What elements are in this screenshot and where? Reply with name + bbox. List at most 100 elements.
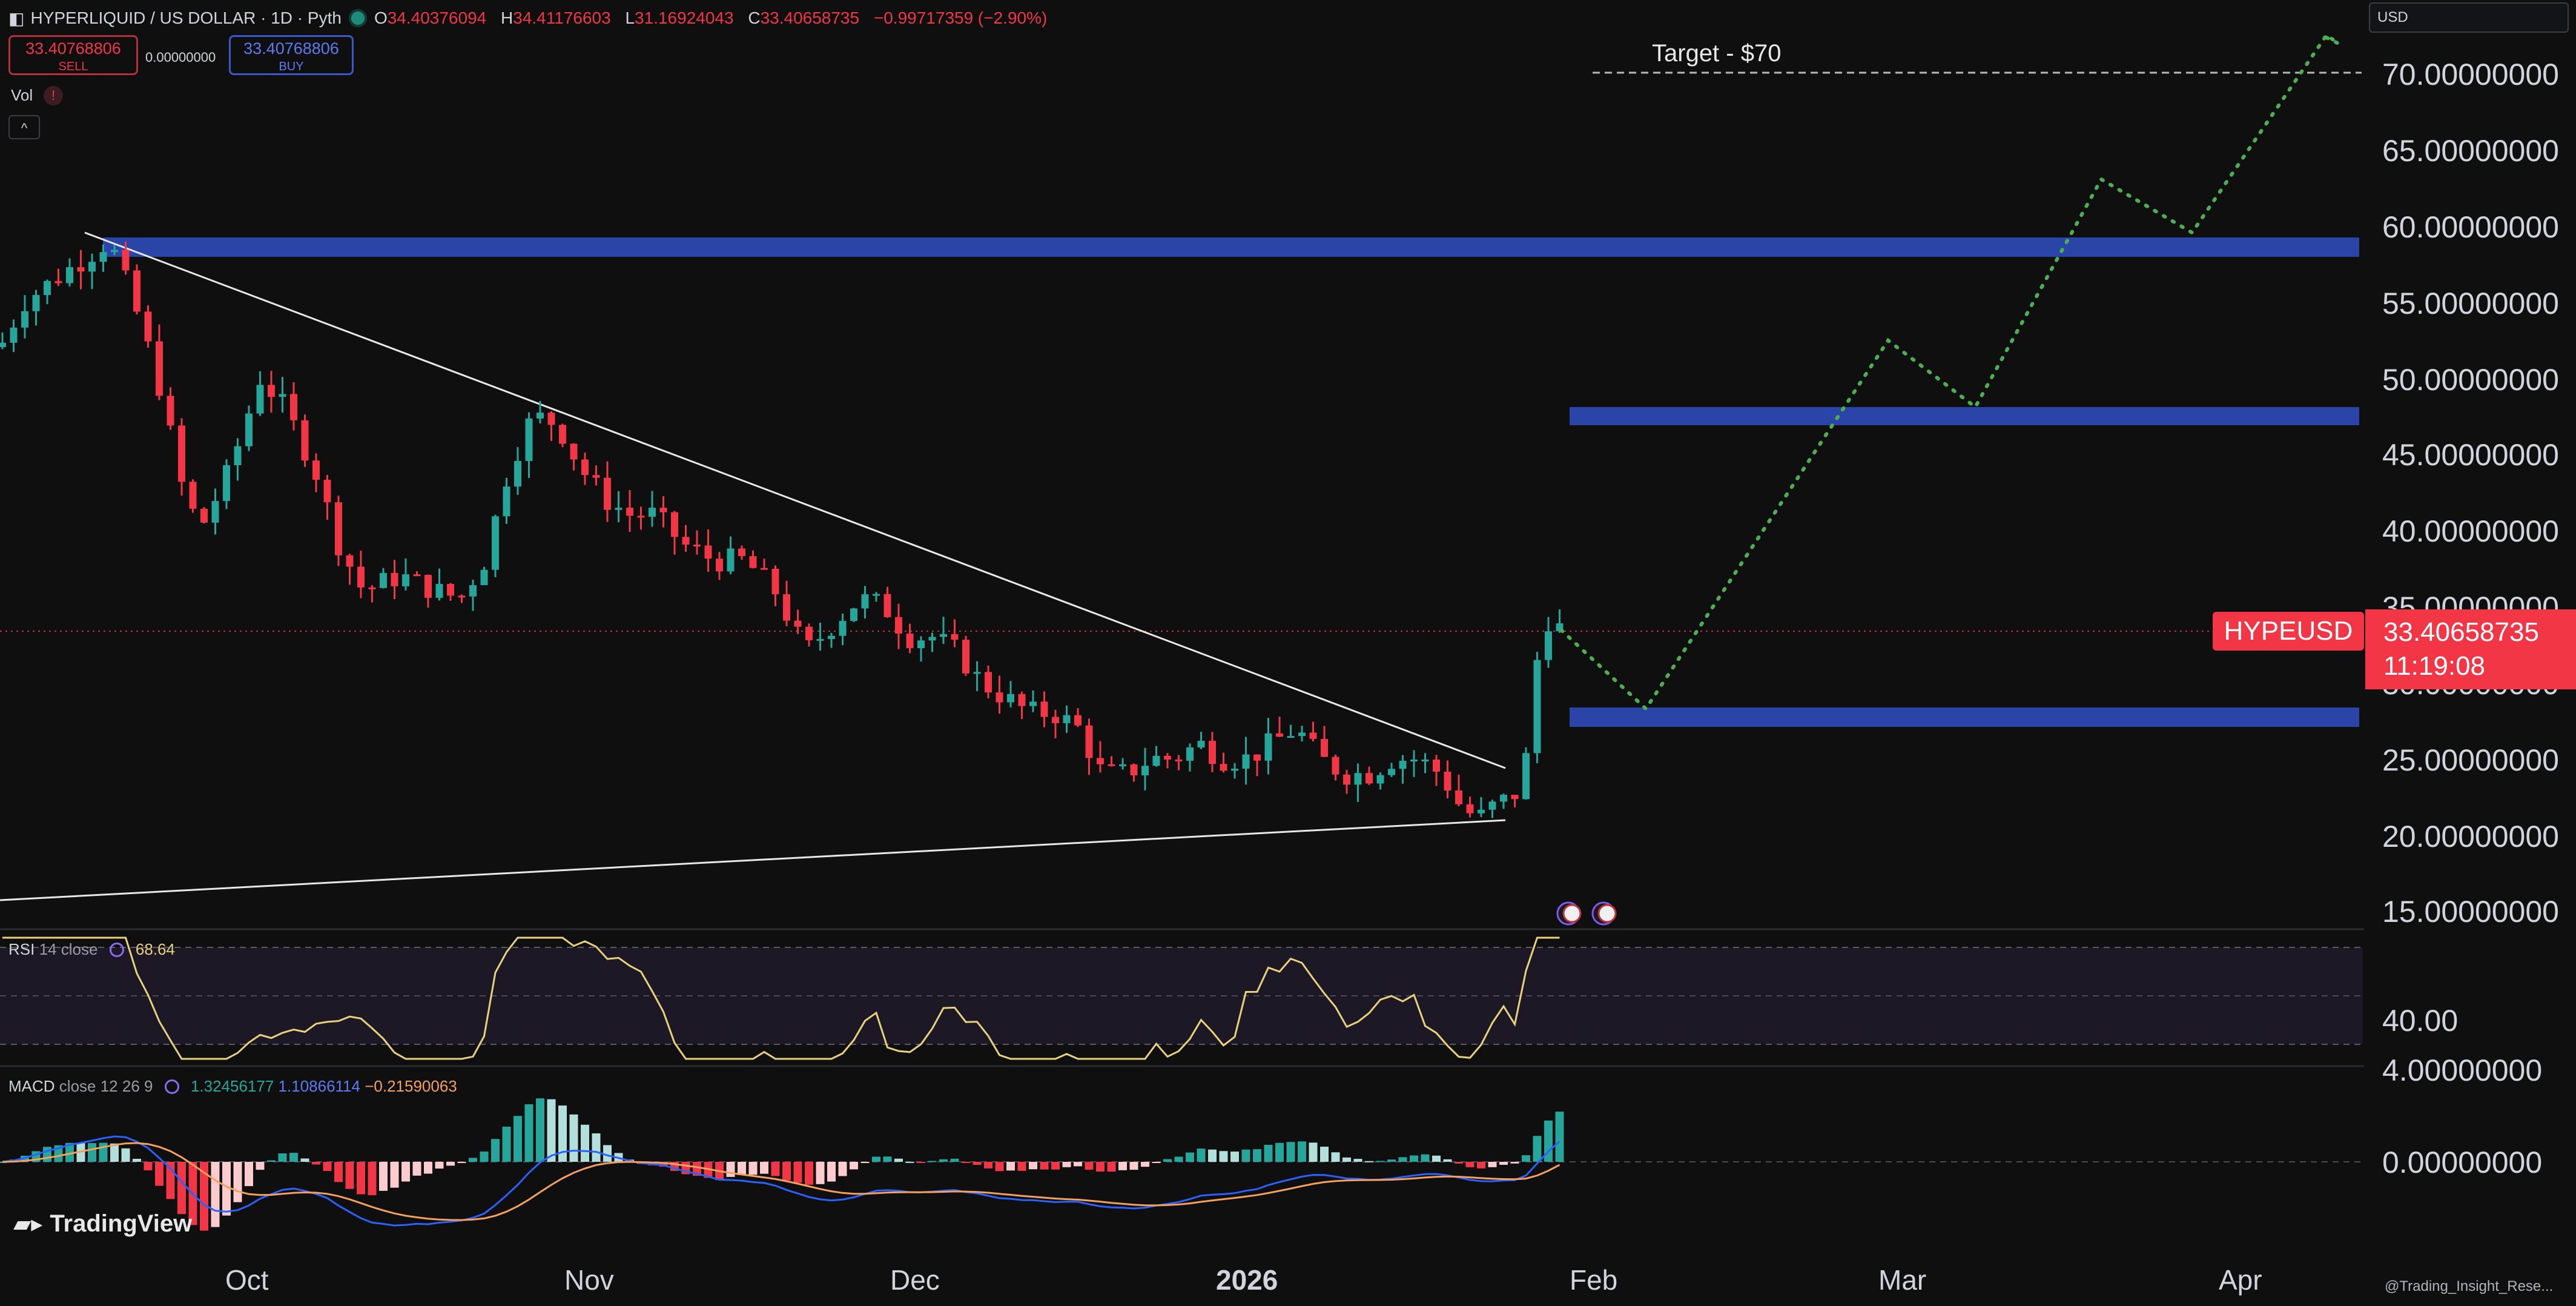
- macd-histogram-bar: [905, 1161, 914, 1163]
- candle-body: [727, 548, 735, 572]
- macd-histogram-bar: [357, 1162, 365, 1195]
- candle-body: [861, 594, 869, 609]
- rsi-legend[interactable]: RSI 14 close 68.64: [8, 940, 175, 958]
- target-label[interactable]: Target - $70: [1652, 40, 1782, 67]
- macd-histogram-bar: [659, 1162, 668, 1167]
- macd-histogram-bar: [1309, 1142, 1318, 1162]
- macd-histogram-bar: [1197, 1149, 1206, 1162]
- macd-histogram-bar: [838, 1162, 847, 1176]
- macd-histogram-bar: [222, 1162, 231, 1216]
- candle-body: [424, 575, 432, 598]
- candle-body: [1007, 694, 1014, 703]
- macd-histogram-bar: [1174, 1156, 1183, 1162]
- macd-line: [2, 1135, 1560, 1227]
- currency-selector[interactable]: USD: [2369, 2, 2569, 33]
- macd-histogram-bar: [1376, 1161, 1385, 1162]
- sell-button[interactable]: 33.40768806 SELL: [8, 35, 138, 75]
- price-axis-label: 60.00000000: [2382, 210, 2559, 244]
- macd-histogram-bar: [200, 1162, 208, 1231]
- symbol-title[interactable]: ◧ HYPERLIQUID / US DOLLAR · 1D · Pyth: [8, 8, 342, 28]
- candle-body: [828, 635, 835, 639]
- symbol-header: ◧ HYPERLIQUID / US DOLLAR · 1D · Pyth O3…: [0, 0, 1057, 36]
- macd-histogram-bar: [401, 1162, 410, 1182]
- price-axis-label: 70.00000000: [2382, 58, 2559, 91]
- ascending-trendline[interactable]: [0, 819, 1506, 901]
- macd-histogram-bar: [973, 1162, 982, 1165]
- price-axis-label: 50.00000000: [2382, 363, 2559, 397]
- descending-trendline[interactable]: [84, 231, 1506, 769]
- macd-histogram-bar: [1253, 1149, 1261, 1162]
- price-axis-label: 20.00000000: [2382, 820, 2559, 854]
- candle-body: [1500, 795, 1507, 802]
- macd-histogram-bar: [1432, 1155, 1441, 1162]
- macd-histogram-bar: [491, 1139, 500, 1162]
- candle-body: [514, 461, 521, 487]
- candle-body: [525, 418, 533, 462]
- indicator-settings-icon[interactable]: [109, 943, 124, 957]
- candle-body: [357, 566, 365, 588]
- candle-body: [1309, 732, 1317, 739]
- us-flag-icon[interactable]: [1562, 904, 1582, 923]
- macd-histogram-bar: [962, 1162, 970, 1163]
- candle-body: [492, 516, 499, 570]
- macd-histogram-bar: [1275, 1142, 1284, 1162]
- support-zone-28[interactable]: [1570, 708, 2359, 727]
- macd-histogram-bar: [289, 1153, 298, 1162]
- collapse-indicators-button[interactable]: ^: [8, 115, 40, 139]
- candle-body: [973, 672, 981, 674]
- macd-histogram-bar: [1533, 1136, 1542, 1162]
- candle-body: [883, 594, 891, 617]
- candle-body: [1040, 701, 1048, 717]
- projection-path[interactable]: [1559, 32, 2340, 712]
- candle-body: [66, 267, 73, 283]
- event-flags[interactable]: [1556, 901, 1617, 926]
- macd-histogram-bar: [1555, 1112, 1564, 1162]
- candlestick-series[interactable]: [0, 242, 1564, 818]
- candle-body: [1130, 764, 1138, 775]
- candle-body: [54, 280, 62, 283]
- candle-body: [962, 640, 969, 674]
- candle-body: [346, 555, 354, 567]
- candle-body: [1298, 732, 1306, 737]
- macd-histogram-bar: [1499, 1162, 1508, 1165]
- tradingview-logo[interactable]: ▰▸ TradingView: [13, 1210, 193, 1237]
- indicator-settings-icon[interactable]: [164, 1079, 179, 1094]
- candle-body: [749, 556, 757, 568]
- candle-body: [771, 568, 779, 595]
- macd-legend[interactable]: MACD close 12 26 9 1.32456177 1.10866114…: [8, 1077, 457, 1095]
- candle-body: [592, 475, 600, 478]
- time-axis-label: Mar: [1878, 1264, 1927, 1296]
- resistance-zone-60[interactable]: [103, 237, 2359, 257]
- macd-histogram-bar: [1040, 1162, 1049, 1170]
- macd-histogram-bar: [1118, 1162, 1127, 1170]
- candle-body: [99, 252, 107, 262]
- time-axis-label: 2026: [1216, 1264, 1278, 1296]
- macd-histogram-bar: [1510, 1162, 1519, 1164]
- macd-histogram-bar: [827, 1162, 836, 1182]
- candle-body: [1074, 715, 1082, 726]
- last-price-tag[interactable]: 33.40658735 11:19:08: [2365, 609, 2576, 689]
- resistance-zone-48[interactable]: [1570, 407, 2359, 425]
- macd-histogram-bar: [917, 1162, 925, 1163]
- volume-alert-icon[interactable]: !: [44, 86, 63, 105]
- main-pane[interactable]: [0, 0, 2363, 928]
- volume-label[interactable]: Vol: [11, 86, 33, 104]
- candle-body: [1287, 736, 1295, 738]
- candle-body: [380, 572, 387, 588]
- us-flag-icon[interactable]: [1597, 904, 1617, 923]
- candle-body: [704, 545, 712, 559]
- symbol-price-tag[interactable]: HYPEUSD: [2213, 612, 2364, 651]
- buy-button[interactable]: 33.40768806 BUY: [229, 35, 354, 75]
- macd-histogram-bar: [1365, 1161, 1373, 1162]
- market-status-icon[interactable]: [351, 12, 365, 25]
- macd-histogram-bar: [569, 1114, 578, 1162]
- price-axis-label: 65.00000000: [2382, 134, 2559, 168]
- candle-body: [1242, 754, 1250, 769]
- macd-histogram-bar: [76, 1143, 85, 1162]
- candle-body: [547, 413, 555, 425]
- macd-histogram-bar: [581, 1124, 589, 1162]
- candle-body: [615, 508, 623, 510]
- macd-histogram-bar: [446, 1162, 455, 1166]
- macd-histogram-bar: [1410, 1155, 1418, 1162]
